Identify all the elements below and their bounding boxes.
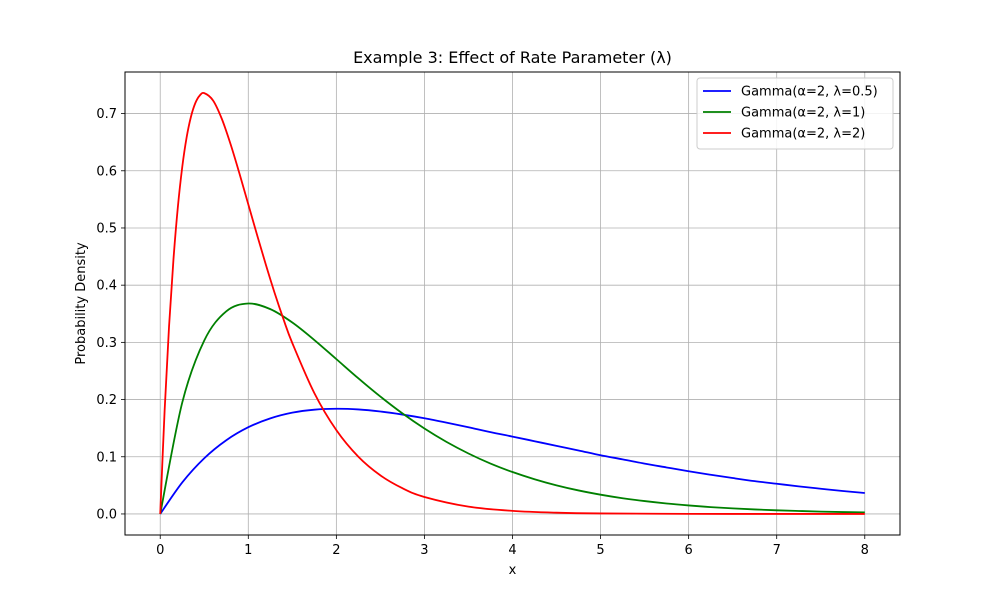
legend-entry-3: Gamma(α=2, λ=2) [741,127,865,142]
y-tick-label: 0.5 [96,221,117,236]
y-tick-label: 0.1 [96,450,117,465]
series-lines [159,91,865,515]
y-axis-label: Probability Density [74,242,89,365]
x-tick-label: 5 [596,543,604,558]
series-line-3 [159,91,865,515]
y-tick-label: 0.3 [96,336,117,351]
legend-box [696,77,894,150]
y-tick-label: 0.0 [96,507,117,522]
x-tick-label: 8 [861,543,869,558]
x-tick-label: 7 [773,543,781,558]
y-tick-label: 0.2 [96,393,117,408]
legend-entry-2: Gamma(α=2, λ=1) [741,106,865,121]
x-tick-label: 1 [244,543,252,558]
series-line-1 [159,407,865,515]
axis-ticks: 0 1 2 3 4 5 6 7 8 0.0 0.1 0.2 0.3 0.4 0.5 0.6 0.7 [96,107,869,558]
y-tick-label: 0.4 [96,279,117,294]
x-tick-label: 3 [420,543,428,558]
chart-title: Example 3: Effect of Rate Parameter (λ) [353,48,672,67]
x-axis-label: x [509,563,517,578]
x-tick-label: 6 [684,543,692,558]
x-tick-label: 0 [156,543,164,558]
legend: Gamma(α=2, λ=0.5) Gamma(α=2, λ=1) Gamma(α=… [696,77,894,150]
y-tick-label: 0.7 [96,107,117,122]
legend-entry-1: Gamma(α=2, λ=0.5) [741,85,878,100]
y-tick-label: 0.6 [96,164,117,179]
x-tick-label: 4 [508,543,516,558]
x-tick-label: 2 [332,543,340,558]
series-line-2 [159,302,865,515]
